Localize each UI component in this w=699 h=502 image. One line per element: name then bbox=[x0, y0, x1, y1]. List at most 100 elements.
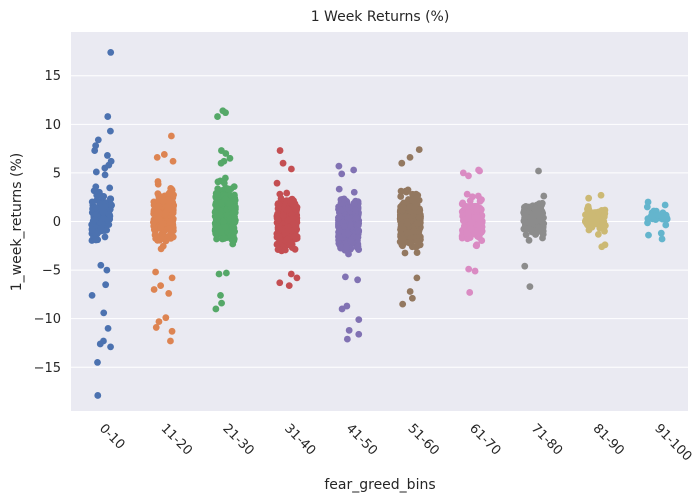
data-point bbox=[643, 203, 651, 211]
data-point bbox=[399, 204, 407, 212]
data-point bbox=[218, 299, 225, 307]
data-point bbox=[335, 213, 343, 221]
series-91-100 bbox=[643, 198, 671, 243]
data-point bbox=[211, 208, 219, 216]
data-point bbox=[283, 235, 291, 243]
data-point bbox=[231, 196, 239, 204]
data-point bbox=[100, 215, 108, 222]
data-point bbox=[588, 223, 596, 231]
data-point bbox=[463, 190, 471, 198]
data-point bbox=[153, 153, 161, 161]
data-point bbox=[152, 324, 160, 331]
data-point bbox=[413, 249, 421, 256]
data-point bbox=[293, 274, 301, 282]
data-point bbox=[89, 235, 97, 243]
x-tick-label: 61-70 bbox=[466, 421, 503, 458]
data-point bbox=[159, 220, 167, 227]
data-point bbox=[155, 209, 163, 217]
data-point bbox=[535, 167, 542, 175]
data-point bbox=[94, 136, 102, 144]
data-point bbox=[645, 231, 652, 239]
data-point bbox=[597, 191, 605, 199]
data-point bbox=[521, 262, 529, 270]
data-point bbox=[222, 150, 230, 157]
data-point bbox=[410, 227, 418, 235]
data-point bbox=[350, 166, 358, 174]
data-point bbox=[104, 325, 112, 332]
data-point bbox=[525, 236, 533, 244]
data-point bbox=[283, 189, 291, 197]
data-point bbox=[350, 200, 358, 207]
data-point bbox=[590, 214, 598, 222]
data-point bbox=[406, 153, 414, 161]
data-point bbox=[465, 172, 472, 180]
data-point bbox=[281, 246, 289, 254]
data-point bbox=[347, 237, 355, 245]
data-point bbox=[219, 218, 227, 225]
data-point bbox=[335, 185, 343, 193]
data-point bbox=[644, 219, 651, 227]
data-point bbox=[104, 113, 112, 120]
series-0-10 bbox=[88, 49, 115, 399]
x-tick-label: 51-60 bbox=[405, 421, 442, 458]
data-point bbox=[473, 242, 481, 250]
data-point bbox=[584, 203, 592, 210]
data-point bbox=[276, 190, 284, 198]
data-point bbox=[94, 359, 101, 366]
data-point bbox=[354, 276, 362, 284]
data-point bbox=[101, 164, 109, 172]
data-point bbox=[661, 201, 669, 209]
data-point bbox=[92, 168, 100, 176]
data-point bbox=[92, 211, 100, 219]
data-point bbox=[335, 234, 343, 241]
data-point bbox=[466, 289, 474, 296]
data-point bbox=[91, 147, 99, 154]
data-point bbox=[91, 216, 99, 224]
data-point bbox=[459, 169, 467, 177]
series-21-30 bbox=[211, 107, 239, 313]
data-point bbox=[467, 225, 475, 232]
data-point bbox=[274, 216, 282, 224]
data-point bbox=[469, 193, 476, 201]
data-point bbox=[473, 227, 481, 235]
data-point bbox=[598, 222, 606, 229]
data-point bbox=[352, 206, 359, 214]
data-point bbox=[415, 213, 423, 221]
x-tick-label: 11-20 bbox=[158, 421, 195, 458]
data-point bbox=[273, 241, 281, 248]
data-point bbox=[167, 230, 175, 238]
data-point bbox=[287, 270, 295, 278]
data-point bbox=[93, 196, 101, 204]
data-point bbox=[167, 337, 174, 345]
data-point bbox=[463, 230, 471, 237]
data-point bbox=[150, 198, 158, 206]
y-tick-label: 10 bbox=[44, 118, 61, 133]
data-point bbox=[101, 203, 109, 210]
data-point bbox=[337, 244, 345, 252]
data-point bbox=[405, 229, 413, 237]
data-point bbox=[293, 203, 301, 211]
data-point bbox=[162, 314, 170, 322]
data-point bbox=[601, 210, 609, 218]
data-point bbox=[274, 210, 281, 218]
data-point bbox=[408, 294, 416, 302]
data-point bbox=[222, 269, 230, 277]
y-tick-label: 5 bbox=[53, 166, 61, 181]
y-tick-label: −15 bbox=[34, 361, 61, 376]
data-point bbox=[399, 300, 407, 308]
data-point bbox=[160, 151, 168, 158]
data-point bbox=[273, 179, 281, 187]
data-point bbox=[168, 327, 176, 335]
data-point bbox=[157, 245, 165, 253]
data-point bbox=[402, 188, 410, 196]
data-point bbox=[413, 220, 421, 227]
x-tick-label: 41-50 bbox=[343, 421, 380, 458]
data-point bbox=[165, 290, 173, 297]
data-point bbox=[106, 184, 114, 192]
x-tick-label: 0-10 bbox=[96, 421, 127, 452]
data-point bbox=[107, 343, 114, 351]
data-point bbox=[170, 191, 177, 199]
data-point bbox=[344, 230, 352, 238]
series-31-40 bbox=[273, 147, 301, 290]
